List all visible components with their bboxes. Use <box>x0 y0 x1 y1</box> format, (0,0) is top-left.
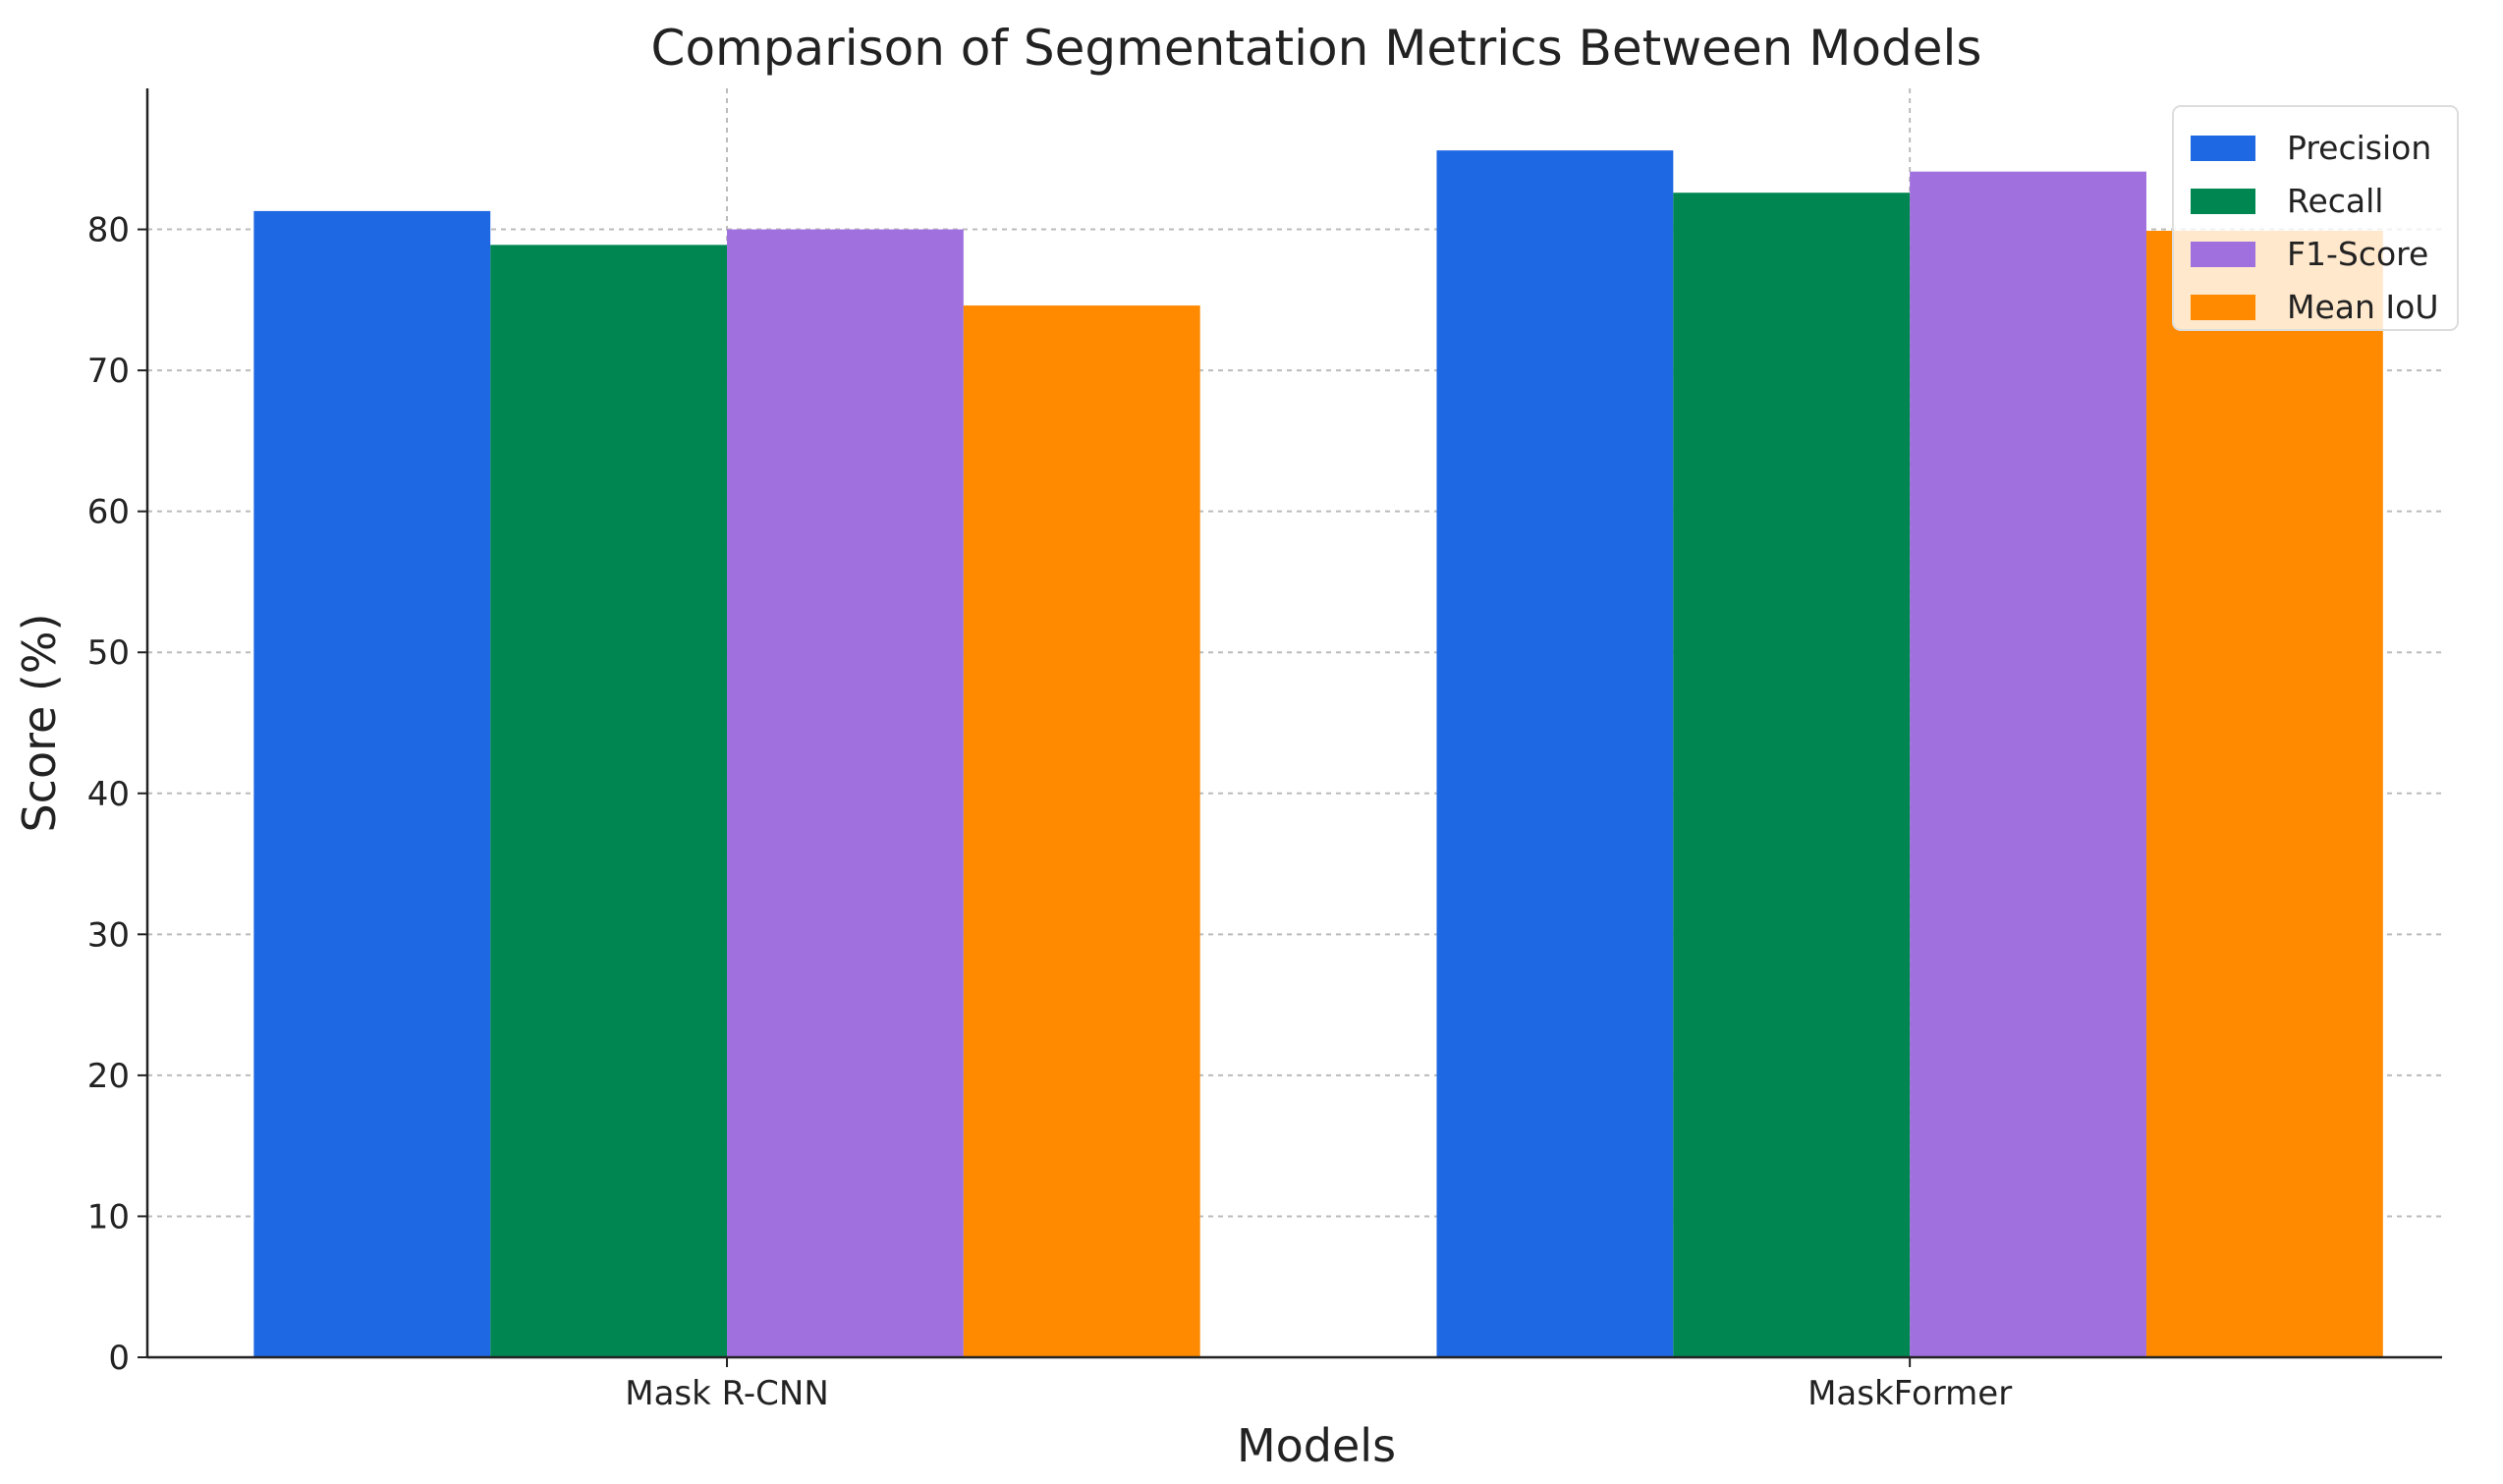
legend-label: Recall <box>2287 182 2383 220</box>
bar-precision <box>1436 150 1674 1358</box>
legend-box <box>2172 105 2459 331</box>
y-tick-label: 40 <box>87 775 130 814</box>
legend-swatch <box>2191 295 2255 320</box>
bars <box>253 150 2383 1358</box>
bar-f1-score <box>727 229 964 1358</box>
y-tick-label: 60 <box>87 493 130 532</box>
legend-label: F1-Score <box>2287 235 2428 273</box>
x-tick-label: MaskFormer <box>1808 1374 2012 1413</box>
bar-precision <box>253 210 491 1358</box>
bar-recall <box>1673 192 1911 1358</box>
legend-swatch <box>2191 136 2255 161</box>
chart-title: Comparison of Segmentation Metrics Betwe… <box>651 20 1982 77</box>
y-tick-label: 20 <box>87 1057 130 1096</box>
legend-label: Precision <box>2287 129 2431 167</box>
legend-swatch <box>2191 242 2255 267</box>
bar-f1-score <box>1910 171 2146 1358</box>
legend-label: Mean IoU <box>2287 288 2438 326</box>
y-axis-label: Score (%) <box>13 613 66 832</box>
y-tick-label: 0 <box>108 1339 130 1378</box>
y-tick-label: 50 <box>87 633 130 673</box>
x-axis-label: Models <box>1237 1419 1396 1472</box>
axes: 0 10 20 30 40 50 60 70 80 Mask R-CNN MaskFormer <box>87 88 2442 1413</box>
bar-mean-iou <box>2145 230 2383 1358</box>
legend-swatch <box>2191 189 2255 214</box>
legend: Precision Recall F1-Score Mean IoU <box>2172 105 2459 331</box>
y-tick-label: 80 <box>87 211 130 250</box>
x-tick-label: Mask R-CNN <box>625 1374 829 1413</box>
y-tick-label: 30 <box>87 915 130 955</box>
bar-mean-iou <box>963 305 1200 1357</box>
y-tick-label: 10 <box>87 1197 130 1237</box>
bar-recall <box>490 245 728 1357</box>
y-tick-label: 70 <box>87 352 130 391</box>
